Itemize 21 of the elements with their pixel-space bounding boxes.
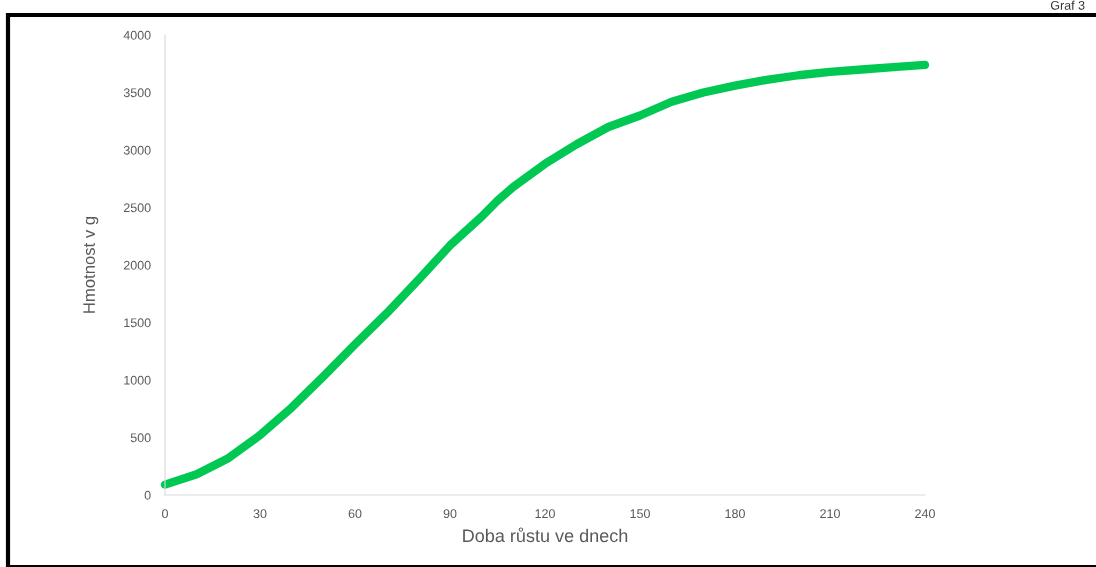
- y-tick-label: 2000: [123, 260, 151, 270]
- x-axis-title: Doba růstu ve dnech: [463, 527, 628, 543]
- x-tick-label: 90: [443, 509, 457, 519]
- y-tick-label: 3000: [123, 145, 151, 155]
- x-tick-label: 150: [630, 509, 650, 519]
- y-tick-label: 1500: [124, 318, 151, 328]
- y-tick-label: 4000: [123, 30, 151, 40]
- x-tick-label: 210: [820, 509, 840, 519]
- y-axis-title: Hmotnost v g: [83, 216, 99, 313]
- y-tick-label: 2500: [123, 203, 151, 213]
- text: Graf 3: [1050, 0, 1085, 10]
- y-tick-label: 3500: [123, 88, 151, 98]
- x-tick-label: 30: [253, 509, 267, 519]
- x-tick-label: 240: [915, 509, 935, 519]
- x-tick-label: 60: [348, 509, 362, 519]
- y-tick-label: 0: [144, 490, 151, 500]
- x-tick-label: 120: [535, 509, 555, 519]
- x-tick-label: 0: [162, 509, 168, 519]
- x-tick-label: 180: [725, 509, 745, 519]
- y-tick-label: 500: [130, 433, 151, 443]
- y-tick-label: 1000: [124, 375, 151, 385]
